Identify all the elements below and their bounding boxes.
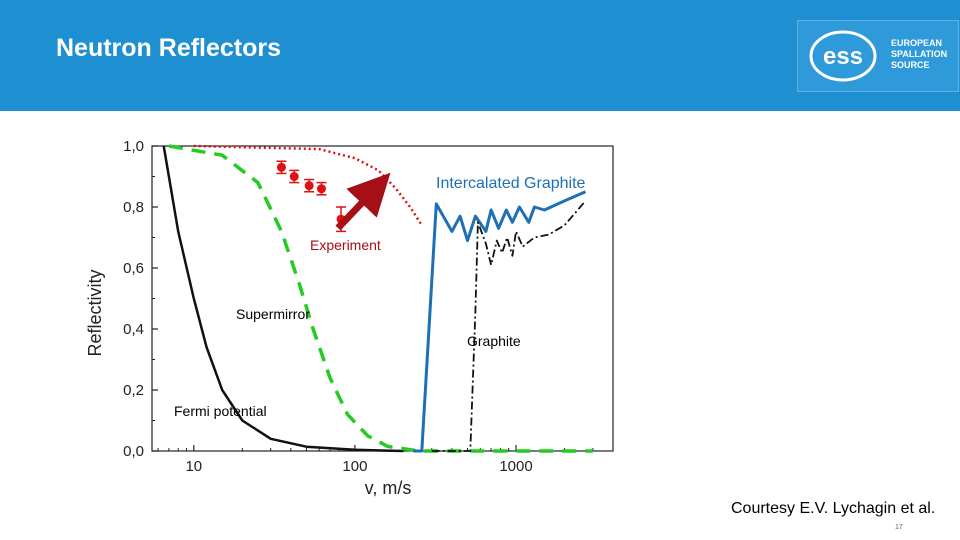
slide-title: Neutron Reflectors (56, 34, 282, 62)
series-graphite (431, 200, 587, 452)
ess-logo-text: EUROPEAN SPALLATION SOURCE (891, 38, 948, 70)
experiment-point (316, 184, 326, 194)
ess-logo: ess EUROPEAN SPALLATION SOURCE (797, 20, 959, 92)
y-axis-label: Reflectivity (85, 269, 105, 356)
annotation-graphite: Graphite (467, 333, 521, 349)
y-tick-label: 0,8 (123, 199, 144, 216)
x-tick-label: 100 (342, 458, 367, 475)
annotation-supermirror: Supermirror (236, 306, 310, 322)
series-intercalated-graphite (413, 190, 587, 453)
y-tick-label: 0,2 (123, 382, 144, 399)
annotation-intercalated-graphite: Intercalated Graphite (436, 175, 586, 192)
experiment-arrow (335, 172, 391, 231)
series-experiment-fit (193, 144, 423, 226)
series-supermirror (168, 144, 593, 453)
ess-logo-mark: ess (809, 30, 877, 82)
experiment-point (276, 162, 286, 172)
y-tick-label: 0,0 (123, 443, 144, 460)
x-tick-label: 10 (185, 458, 202, 475)
annotation-experiment: Experiment (310, 237, 381, 253)
annotation-fermi-potential: Fermi potential (174, 403, 267, 419)
x-axis-label: v, m/s (365, 478, 412, 498)
y-tick-label: 1,0 (123, 138, 144, 155)
y-tick-label: 0,6 (123, 260, 144, 277)
x-tick-label: 1000 (499, 458, 532, 475)
experiment-point (289, 172, 299, 181)
page-number: 17 (895, 524, 903, 531)
ess-logo-letters: ess (823, 43, 863, 70)
slide-header: Neutron Reflectors ess EUROPEAN SPALLATI… (0, 0, 960, 111)
y-tick-label: 0,4 (123, 321, 144, 338)
experiment-point (304, 181, 314, 191)
series-fermi-potential (162, 145, 404, 453)
courtesy-credit: Courtesy E.V. Lychagin et al. (731, 500, 936, 517)
